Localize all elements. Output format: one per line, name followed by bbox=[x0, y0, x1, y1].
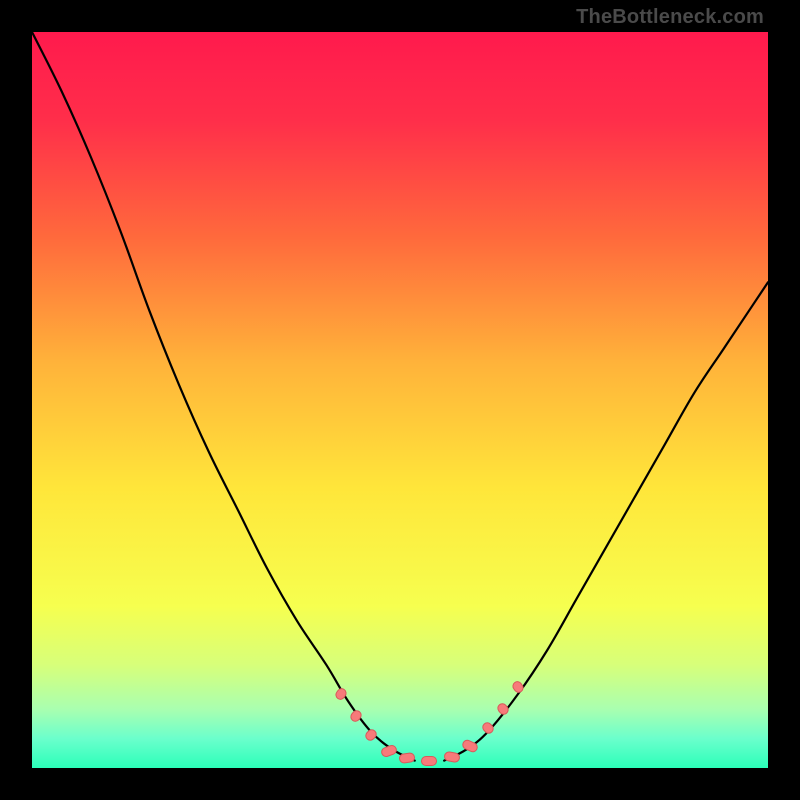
valley-marker bbox=[421, 756, 437, 766]
bottleneck-curve bbox=[32, 32, 768, 768]
curve-left-branch bbox=[32, 32, 415, 761]
plot-area bbox=[32, 32, 768, 768]
curve-right-branch bbox=[444, 282, 768, 760]
chart-frame: TheBottleneck.com bbox=[0, 0, 800, 800]
watermark-text: TheBottleneck.com bbox=[576, 6, 764, 29]
